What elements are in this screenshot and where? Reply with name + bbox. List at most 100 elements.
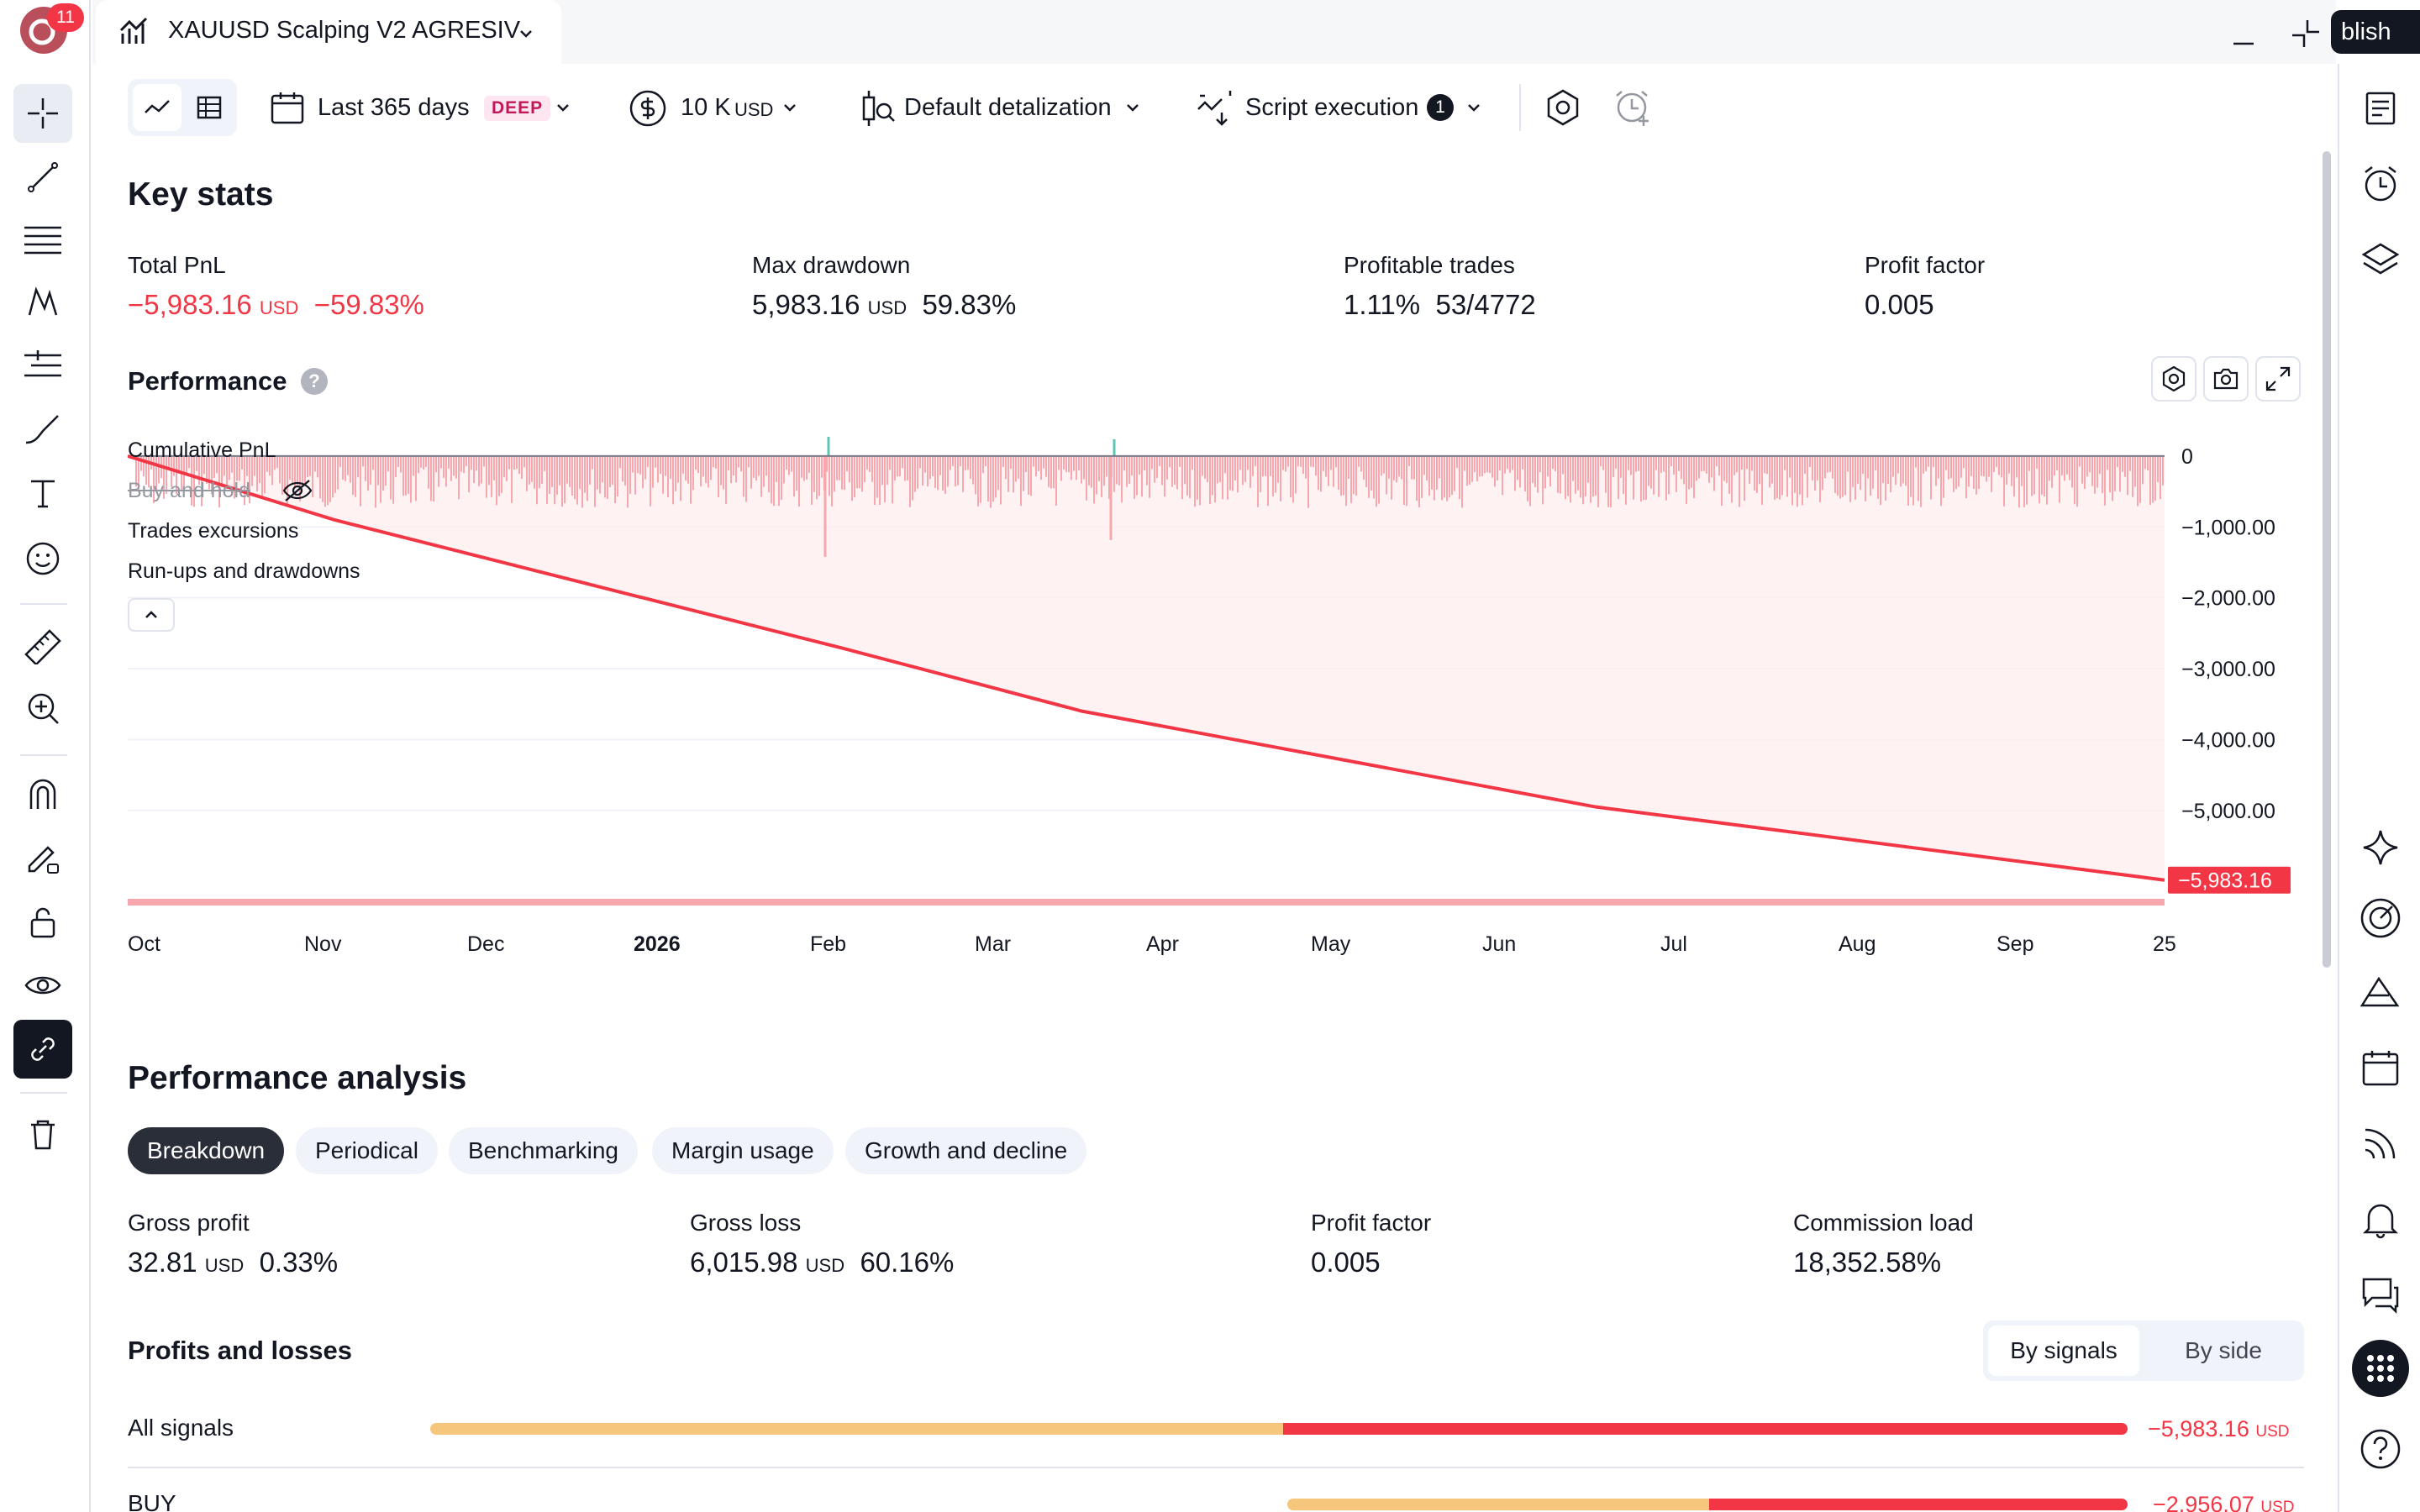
performance-chart[interactable]: 0 −1,000.00 −2,000.00 −3,000.00 −4,000.00 −5,… [128, 437, 2316, 958]
profits-losses-title: Profits and losses [128, 1336, 353, 1365]
fullscreen-button[interactable] [2255, 356, 2301, 402]
object-tree-button[interactable] [2351, 230, 2410, 289]
chat-button[interactable] [2351, 1265, 2410, 1324]
calendar-button[interactable] [2351, 1038, 2410, 1097]
ideas-button[interactable] [2351, 963, 2410, 1021]
capital-dropdown[interactable]: 10 K USD [627, 84, 812, 131]
y-tick-label: −4,000.00 [2181, 728, 2275, 752]
tab-breakdown[interactable]: Breakdown [128, 1127, 285, 1174]
snapshot-button[interactable] [2203, 356, 2249, 402]
expand-icon [2265, 366, 2291, 391]
mountains-icon [2360, 976, 2400, 1007]
strategy-tab[interactable]: XAUUSD Scalping V2 AGRESIV [96, 0, 561, 64]
chart-view-button[interactable] [133, 84, 182, 131]
chat-icon [2362, 1278, 2399, 1315]
capital-value: 10 K [681, 94, 731, 121]
detalization-dropdown[interactable]: Default detalization [857, 84, 1155, 131]
camera-icon [2213, 368, 2238, 390]
bell-icon [2362, 1204, 2399, 1239]
emoji-tool[interactable] [13, 529, 72, 588]
tab-growth-and-decline[interactable]: Growth and decline [845, 1127, 1087, 1174]
brand-logo-icon [29, 18, 55, 45]
tab-margin-usage[interactable]: Margin usage [652, 1127, 834, 1174]
watchlist-button[interactable] [2351, 79, 2410, 138]
trendline-tool[interactable] [13, 148, 72, 207]
text-tool[interactable] [13, 464, 72, 522]
dollar-icon [629, 90, 666, 127]
pnl-bar-profit-segment [430, 1423, 1283, 1435]
brush-tool[interactable] [13, 400, 72, 459]
x-tick-label: Dec [467, 932, 504, 956]
help-button[interactable] [2351, 1420, 2410, 1478]
crosshair-tool[interactable] [13, 84, 72, 143]
legend-runups-drawdowns[interactable]: Run-ups and drawdowns [128, 559, 360, 583]
alarm-clock-icon [2365, 166, 2396, 202]
x-tick-label: 25 [2153, 932, 2176, 956]
link-icon [31, 1037, 55, 1061]
lock-drawings-tool[interactable] [13, 828, 72, 887]
delete-tool[interactable] [13, 1105, 72, 1164]
by-signals-button[interactable]: By signals [1988, 1326, 2139, 1376]
collapse-icon[interactable] [2289, 17, 2323, 50]
pnl-bar-buy [1287, 1499, 2128, 1510]
magnet-tool[interactable] [13, 764, 72, 823]
tab-periodical[interactable]: Periodical [296, 1127, 438, 1174]
eye-icon [24, 976, 61, 995]
last-value-label: −5,983.16 [2178, 869, 2272, 893]
x-tick-label: Aug [1839, 932, 1876, 956]
publish-button[interactable]: blish [2331, 10, 2420, 54]
max-drawdown-amount: 5,983.16 [752, 289, 860, 320]
settings-icon[interactable] [1543, 87, 1583, 128]
total-pnl-value: −5,983.16 USD −59.83% [128, 289, 424, 321]
notification-badge: 11 [47, 3, 84, 32]
chevron-down-icon [1127, 104, 1139, 112]
fib-tool[interactable] [13, 210, 72, 269]
link-tool[interactable] [13, 1020, 72, 1079]
line-chart-icon [145, 100, 170, 113]
measure-tool[interactable] [13, 617, 72, 675]
chevron-down-icon[interactable] [516, 24, 536, 44]
right-toolbar [2338, 64, 2420, 1512]
alerts-button[interactable] [2351, 155, 2410, 213]
tab-benchmarking[interactable]: Benchmarking [449, 1127, 638, 1174]
max-drawdown-percent: 59.83% [922, 289, 1017, 320]
legend-buy-and-hold[interactable]: Buy and hold [128, 479, 250, 502]
forecast-tool[interactable] [13, 336, 72, 395]
chart-settings-button[interactable] [2151, 356, 2196, 402]
notifications-button[interactable] [2351, 1189, 2410, 1248]
script-execution-dropdown[interactable]: Script execution 1 [1193, 84, 1492, 131]
performance-analysis-title: Performance analysis [128, 1060, 467, 1096]
legend-cumulative-pnl[interactable]: Cumulative PnL [128, 438, 276, 462]
trash-icon [31, 1120, 55, 1150]
lock-tool[interactable] [13, 892, 72, 951]
y-tick-label: 0 [2181, 445, 2193, 469]
eye-off-icon[interactable] [282, 477, 313, 504]
help-icon[interactable]: ? [301, 368, 328, 395]
gross-loss-label: Gross loss [690, 1210, 802, 1236]
text-icon [31, 480, 55, 508]
zoom-tool[interactable] [13, 679, 72, 738]
legend-trades-excursions[interactable]: Trades excursions [128, 519, 299, 543]
news-button[interactable] [2351, 1114, 2410, 1173]
by-side-button[interactable]: By side [2185, 1337, 2262, 1363]
y-tick-label: −3,000.00 [2181, 658, 2275, 681]
date-range-dropdown[interactable]: Last 365 days DEEP [267, 84, 581, 131]
script-count-badge: 1 [1427, 94, 1454, 121]
legend-collapse-button[interactable] [128, 598, 175, 632]
table-view-button[interactable] [185, 84, 234, 131]
pnl-row-value-all: −5,983.16 USD [2148, 1416, 2290, 1442]
pencil-lock-icon [28, 846, 59, 874]
pnl-all-amount: −5,983.16 [2148, 1416, 2249, 1441]
assistant-button[interactable] [2351, 818, 2410, 877]
hotlist-button[interactable] [2351, 889, 2410, 948]
pattern-tool[interactable] [13, 272, 72, 331]
minimize-icon[interactable] [2228, 20, 2259, 50]
hide-tool[interactable] [13, 956, 72, 1015]
commission-load-value: 18,352.58% [1793, 1247, 1942, 1278]
add-alarm-icon[interactable] [1613, 87, 1654, 128]
scrollbar[interactable] [2323, 151, 2331, 968]
products-button[interactable] [2351, 1339, 2410, 1398]
profitable-trades-label: Profitable trades [1344, 252, 1515, 278]
key-stats-title: Key stats [128, 176, 274, 213]
analysis-profit-factor-value: 0.005 [1311, 1247, 1381, 1278]
